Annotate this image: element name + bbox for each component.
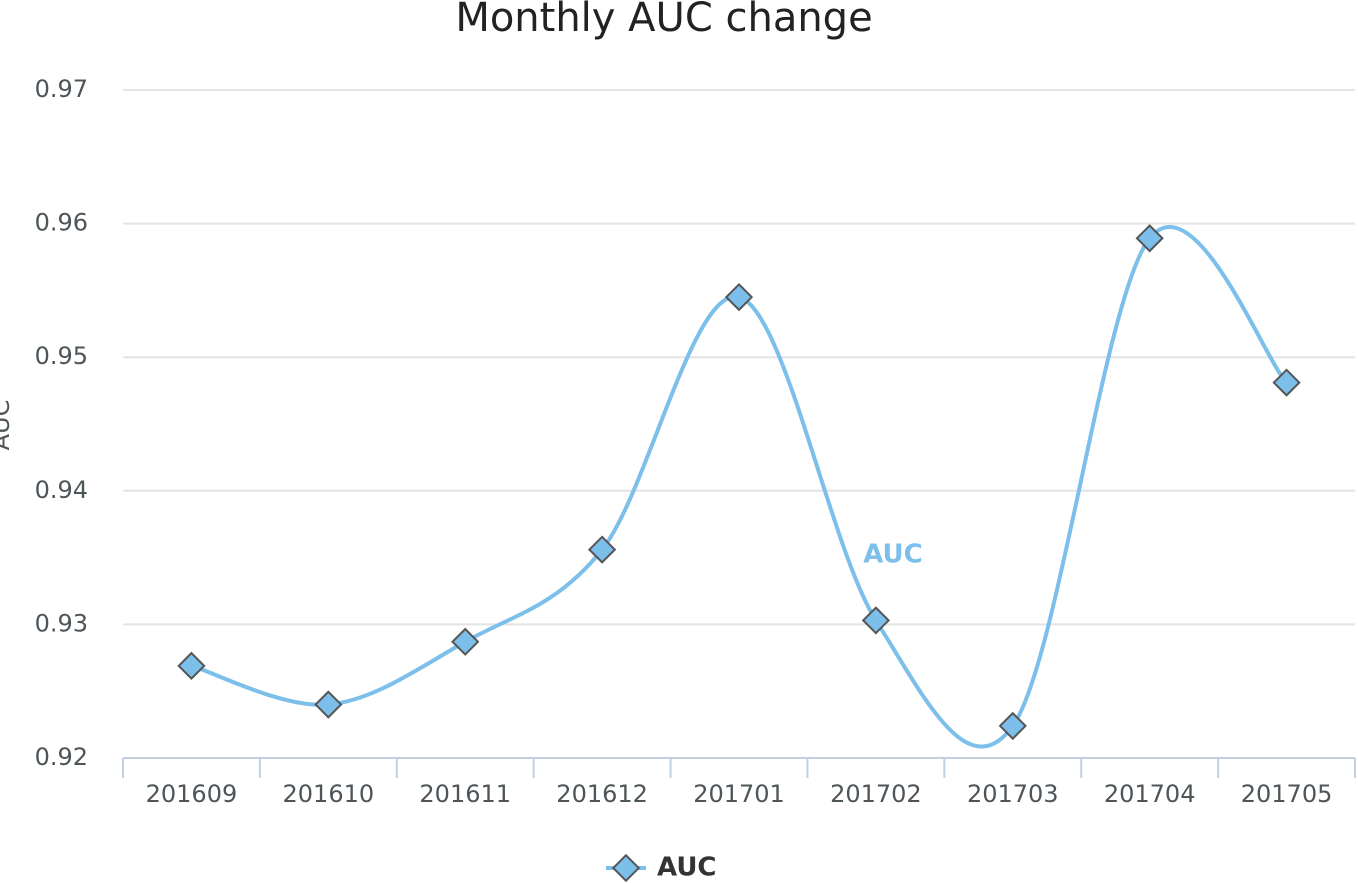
x-tick-label: 201702 bbox=[830, 780, 922, 808]
marker bbox=[314, 690, 343, 719]
y-tick-label: 0.92 bbox=[35, 743, 88, 771]
y-tick-label: 0.96 bbox=[35, 209, 88, 237]
series-label: AUC bbox=[863, 540, 923, 570]
x-tick-label: 201611 bbox=[419, 780, 511, 808]
marker bbox=[1272, 368, 1301, 397]
x-tick-label: 201609 bbox=[146, 780, 238, 808]
legend-label: AUC bbox=[657, 853, 717, 883]
y-axis-label: AUC bbox=[0, 400, 15, 451]
marker bbox=[724, 282, 754, 312]
chart-title: Monthly AUC change bbox=[455, 0, 872, 41]
marker bbox=[998, 711, 1027, 741]
x-tick-label: 201704 bbox=[1104, 780, 1196, 808]
legend-marker bbox=[611, 853, 641, 883]
x-tick-label: 201610 bbox=[283, 780, 375, 808]
marker bbox=[587, 535, 617, 564]
marker bbox=[1135, 224, 1164, 253]
marker bbox=[177, 651, 206, 680]
y-tick-label: 0.97 bbox=[35, 75, 88, 103]
x-tick-label: 201705 bbox=[1241, 780, 1333, 808]
y-tick-label: 0.95 bbox=[35, 342, 88, 370]
line bbox=[190, 225, 1289, 749]
x-tick-label: 201703 bbox=[967, 780, 1059, 808]
marker bbox=[451, 627, 480, 656]
y-tick-label: 0.94 bbox=[35, 476, 88, 504]
marker bbox=[861, 606, 891, 635]
x-tick-label: 201701 bbox=[693, 780, 785, 808]
y-tick-label: 0.93 bbox=[35, 609, 88, 637]
x-tick-label: 201612 bbox=[556, 780, 648, 808]
